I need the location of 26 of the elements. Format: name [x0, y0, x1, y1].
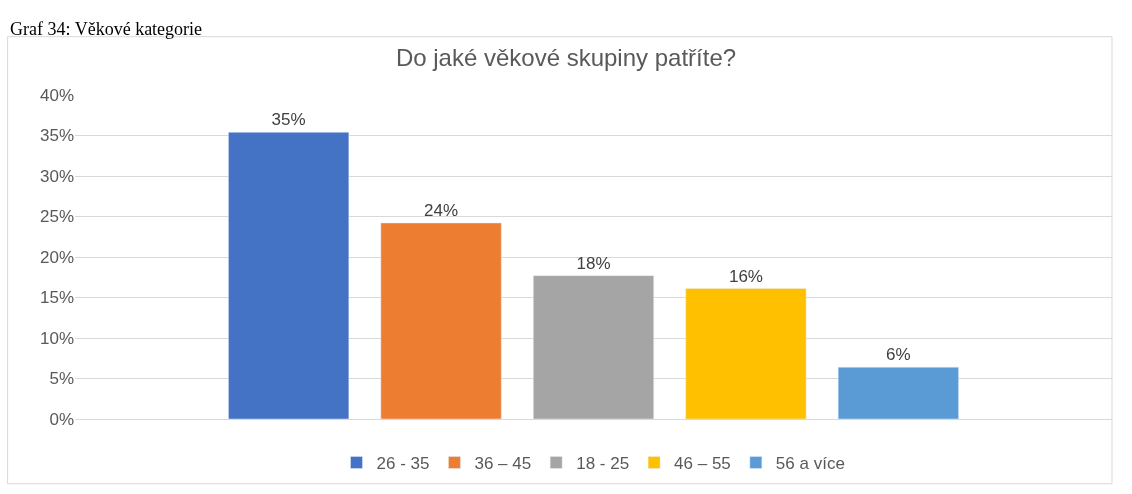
data-label: 16% [728, 266, 763, 286]
data-label: 6% [886, 345, 911, 365]
bar [533, 275, 654, 419]
data-label: 18% [576, 253, 611, 273]
y-tick-label: 15% [39, 288, 74, 308]
legend-label: 26 - 35 [376, 454, 430, 474]
legend-label: 18 - 25 [576, 454, 630, 474]
text: Graf 34: Věkové kategorie [10, 19, 203, 39]
chart-title: Do jaké věkové skupiny patříte? [395, 44, 737, 72]
legend-label: 46 – 55 [674, 454, 731, 474]
y-tick-label: 20% [39, 247, 74, 267]
y-tick-label: 30% [39, 166, 74, 186]
y-tick-label: 35% [39, 126, 74, 146]
y-tick-label: 0% [49, 409, 74, 429]
legend-label: 56 a více [775, 454, 845, 474]
bar [228, 132, 350, 419]
bar [380, 222, 502, 419]
y-tick-label: 5% [49, 369, 74, 389]
y-tick-label: 10% [39, 328, 74, 348]
legend-label: 36 – 45 [474, 454, 532, 474]
y-tick-label: 40% [39, 85, 74, 105]
data-label: 24% [424, 200, 459, 220]
bar [837, 366, 959, 419]
data-label: 35% [271, 110, 306, 130]
y-tick-label: 25% [39, 207, 74, 227]
bar [685, 288, 807, 419]
